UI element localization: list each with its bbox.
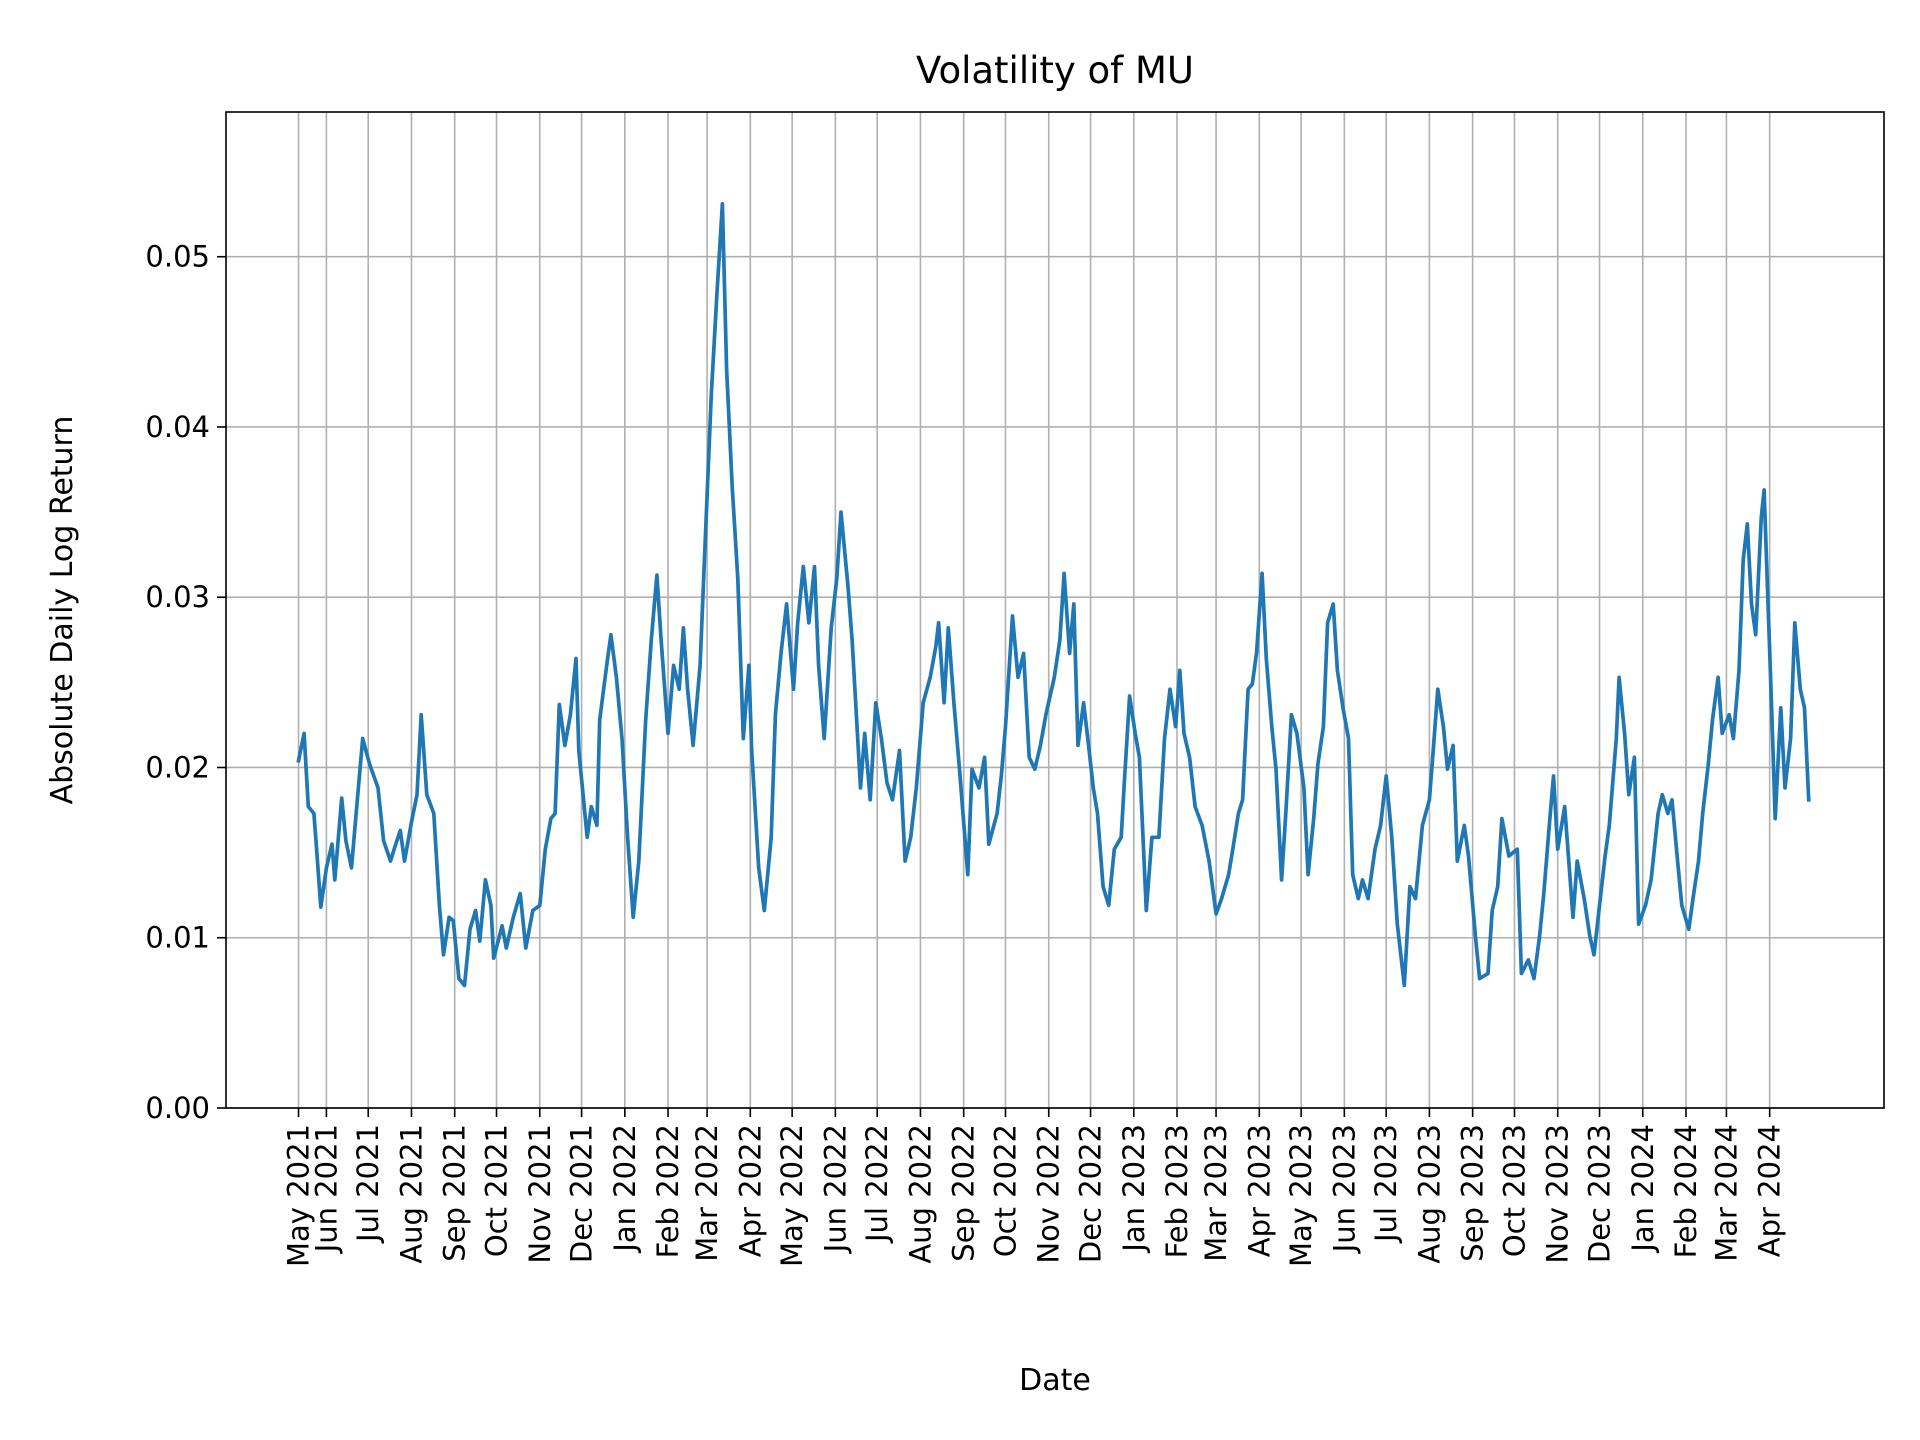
x-tick-label: Jan 2023 [1117,1124,1151,1254]
y-axis-ticks: 0.00 0.01 0.02 0.03 0.04 0.05 [145,240,226,1125]
y-tick-label: 0.00 [145,1091,210,1125]
x-tick-label: Mar 2024 [1709,1124,1743,1262]
y-axis-label: Absolute Daily Log Return [45,416,80,805]
x-tick-label: Mar 2022 [690,1124,724,1262]
x-tick-label: Feb 2023 [1160,1124,1194,1258]
x-tick-label: Jan 2022 [608,1124,642,1254]
x-tick-label: May 2021 [282,1124,316,1267]
y-tick-label: 0.05 [145,240,210,274]
x-tick-label: Sep 2023 [1456,1124,1490,1262]
axes-frame [225,111,1885,1109]
volatility-series-line [296,202,1811,988]
x-tick-label: Aug 2021 [394,1124,428,1264]
x-tick-label: Nov 2021 [523,1124,557,1264]
x-tick-label: Sep 2022 [947,1124,981,1262]
x-tick-label: Oct 2022 [988,1124,1022,1257]
x-tick-label: Dec 2022 [1074,1124,1108,1263]
x-tick-label: Nov 2023 [1541,1124,1575,1264]
x-tick-label: Nov 2022 [1032,1124,1066,1264]
x-tick-label: May 2022 [775,1124,809,1267]
y-tick-label: 0.04 [145,410,210,444]
x-tick-label: Jul 2022 [860,1124,894,1244]
x-tick-label: Oct 2021 [480,1124,514,1257]
x-tick-label: Feb 2024 [1669,1124,1703,1258]
x-tick-label: Jun 2023 [1327,1124,1361,1254]
x-tick-label: Jun 2021 [309,1124,343,1254]
chart-title: Volatility of MU [916,49,1194,92]
x-tick-label: Mar 2023 [1199,1124,1233,1262]
x-tick-label: Jul 2023 [1369,1124,1403,1244]
y-tick-label: 0.02 [145,750,210,784]
x-tick-label: May 2023 [1284,1124,1318,1267]
x-tick-label: Apr 2023 [1242,1124,1276,1257]
x-tick-label: Feb 2022 [651,1124,685,1258]
y-tick-label: 0.01 [145,921,210,955]
x-tick-label: Apr 2022 [733,1124,767,1257]
x-tick-label: Apr 2024 [1753,1124,1787,1257]
y-tick-label: 0.03 [145,580,210,614]
series-layer [296,202,1811,988]
x-axis-label: Date [1019,1363,1091,1398]
x-tick-label: Dec 2023 [1583,1124,1617,1263]
x-tick-label: Jan 2024 [1626,1124,1660,1254]
x-tick-label: Oct 2023 [1497,1124,1531,1257]
x-tick-label: Sep 2021 [438,1124,472,1262]
x-tick-label: Aug 2022 [903,1124,937,1264]
x-tick-label: Aug 2023 [1412,1124,1446,1264]
x-tick-label: Jul 2021 [351,1124,385,1244]
x-tick-label: Jun 2022 [818,1124,852,1254]
x-tick-label: Dec 2021 [565,1124,599,1263]
